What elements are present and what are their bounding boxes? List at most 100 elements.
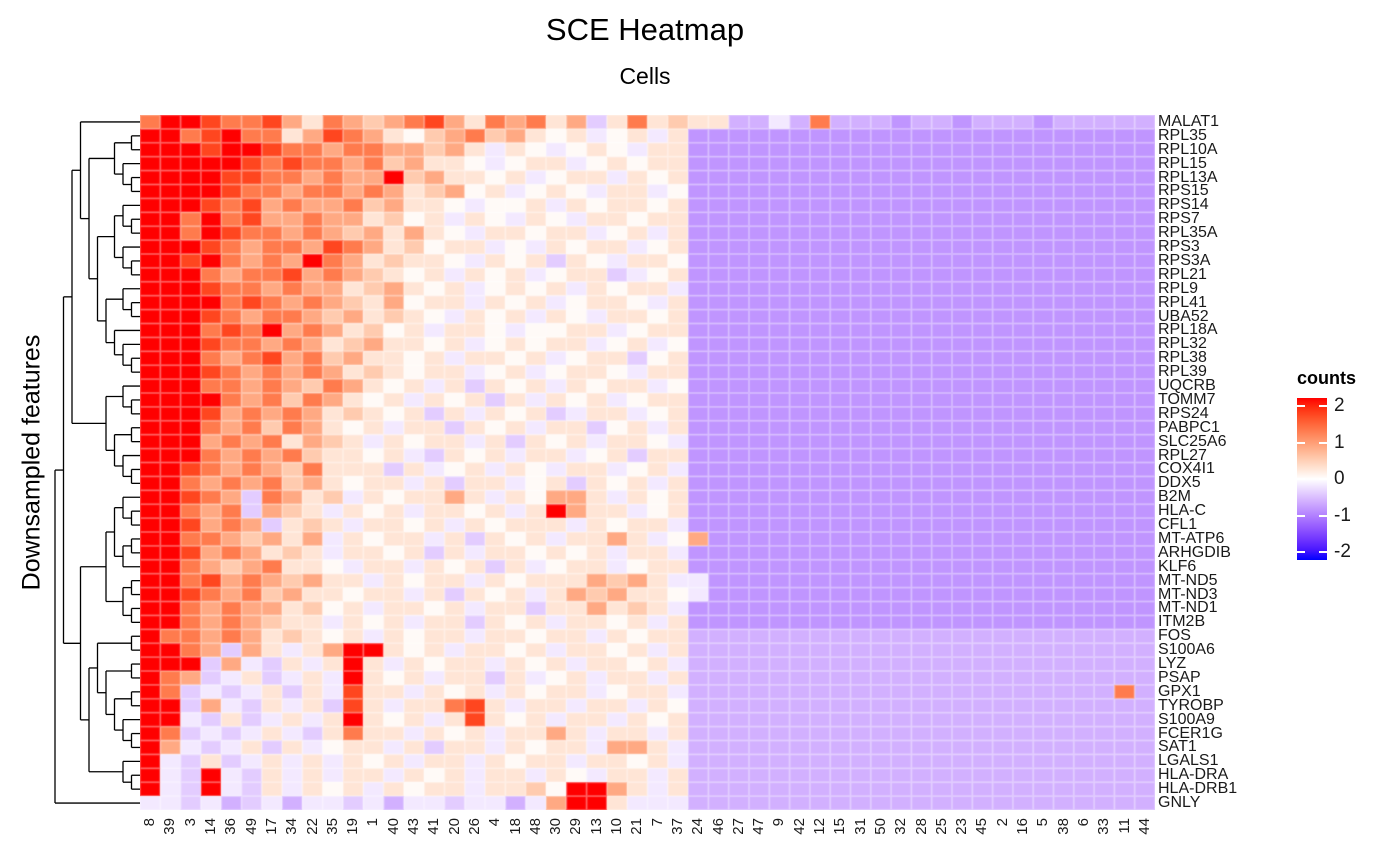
legend-tick-label: 1 <box>1334 431 1345 453</box>
column-label: 30 <box>547 818 565 835</box>
row-label: ARHGDIB <box>1158 543 1231 561</box>
row-label: CFL1 <box>1158 516 1198 534</box>
column-label: 12 <box>811 818 829 835</box>
y-axis-label: Downsampled features <box>17 334 46 591</box>
row-label: UQCRB <box>1158 377 1216 395</box>
row-label: RPL35 <box>1158 126 1207 144</box>
row-label: MT-ND5 <box>1158 571 1218 589</box>
row-label: RPL9 <box>1158 279 1199 297</box>
column-label: 1 <box>364 818 382 827</box>
legend-tick-label: 0 <box>1334 468 1345 489</box>
column-label: 44 <box>1135 818 1153 835</box>
column-label: 49 <box>242 818 260 835</box>
legend-tick-label: 2 <box>1334 395 1345 416</box>
column-label: 19 <box>344 818 362 835</box>
column-label: 36 <box>222 818 240 835</box>
column-label: 31 <box>851 818 869 835</box>
row-label: RPL35A <box>1158 224 1218 242</box>
column-label: 45 <box>973 818 991 835</box>
row-label: RPL15 <box>1158 154 1207 172</box>
column-label: 21 <box>628 818 646 835</box>
column-label: 48 <box>526 818 544 835</box>
column-label: 25 <box>932 818 950 835</box>
column-label: 47 <box>750 818 768 835</box>
column-label: 3 <box>181 818 199 827</box>
legend-title: counts <box>1297 368 1357 388</box>
legend-tick-label: -1 <box>1334 504 1351 526</box>
row-label: KLF6 <box>1158 557 1197 575</box>
page-title: SCE Heatmap <box>545 12 745 47</box>
row-label: RPL27 <box>1158 446 1207 464</box>
column-label: 5 <box>1034 818 1052 827</box>
column-label: 50 <box>871 818 889 835</box>
legend-tick-mark <box>1319 551 1327 553</box>
row-label: S100A9 <box>1158 710 1215 728</box>
column-label: 29 <box>567 818 585 835</box>
row-label: RPS3 <box>1158 238 1200 256</box>
column-label: 24 <box>689 818 707 835</box>
row-label: LYZ <box>1158 655 1187 673</box>
row-label: GPX1 <box>1158 682 1201 700</box>
row-dendrogram <box>54 121 140 804</box>
x-axis-top-label: Cells <box>619 63 671 89</box>
column-label: 8 <box>141 818 159 827</box>
row-label: RPS7 <box>1158 210 1200 228</box>
column-label: 32 <box>892 818 910 835</box>
column-label: 16 <box>1014 818 1032 835</box>
column-label: 37 <box>668 818 686 835</box>
column-label: 26 <box>465 818 483 835</box>
row-label: B2M <box>1158 488 1191 506</box>
column-label: 15 <box>831 818 849 835</box>
row-label: HLA-DRB1 <box>1158 780 1238 798</box>
legend-tick-label: -2 <box>1334 541 1351 562</box>
row-label: RPS3A <box>1158 251 1211 269</box>
column-label: 43 <box>405 818 423 835</box>
row-label: MALAT1 <box>1158 112 1220 130</box>
column-label: 28 <box>912 818 930 835</box>
legend-tick-mark <box>1319 405 1327 407</box>
column-label: 23 <box>953 818 971 835</box>
column-label: 33 <box>1095 818 1113 835</box>
column-label: 4 <box>486 818 504 827</box>
legend-tick-mark <box>1297 551 1305 553</box>
column-label: 35 <box>323 818 341 835</box>
row-label: RPL41 <box>1158 293 1207 311</box>
legend-tick-mark <box>1297 478 1305 480</box>
row-label: ITM2B <box>1158 613 1206 631</box>
column-label: 9 <box>770 818 788 827</box>
row-label: RPS15 <box>1158 182 1209 200</box>
legend-tick-mark <box>1319 514 1327 517</box>
row-label: RPL39 <box>1158 363 1207 381</box>
column-label: 22 <box>303 818 321 835</box>
row-label: COX4I1 <box>1158 460 1215 478</box>
legend-tick-mark <box>1297 405 1305 407</box>
row-label: FCER1G <box>1158 724 1223 742</box>
legend-tick-mark <box>1319 478 1327 480</box>
column-label: 34 <box>283 818 301 835</box>
column-label: 13 <box>587 818 605 835</box>
row-label: HLA-DRA <box>1158 766 1229 784</box>
column-label: 6 <box>1074 818 1092 827</box>
column-label: 38 <box>1054 818 1072 835</box>
row-label: FOS <box>1158 627 1191 645</box>
row-label: RPL18A <box>1158 321 1218 339</box>
row-label: RPL32 <box>1158 335 1207 353</box>
row-label: PABPC1 <box>1158 418 1220 436</box>
row-label: S100A6 <box>1158 641 1215 659</box>
row-label: RPL21 <box>1158 265 1207 283</box>
legend-tick-mark <box>1297 514 1305 517</box>
column-label: 40 <box>384 818 402 835</box>
heatmap-canvas <box>140 115 1155 810</box>
legend-tick-mark <box>1319 441 1327 444</box>
row-label: PSAP <box>1158 668 1201 686</box>
column-label: 20 <box>445 818 463 835</box>
row-label: DDX5 <box>1158 474 1201 492</box>
row-label: UBA52 <box>1158 307 1209 325</box>
row-label: TOMM7 <box>1158 390 1216 408</box>
column-label: 2 <box>993 818 1011 827</box>
legend-tick-mark <box>1297 441 1305 444</box>
column-label: 27 <box>729 818 747 835</box>
row-label: TYROBP <box>1158 696 1224 714</box>
column-label: 17 <box>262 818 280 835</box>
